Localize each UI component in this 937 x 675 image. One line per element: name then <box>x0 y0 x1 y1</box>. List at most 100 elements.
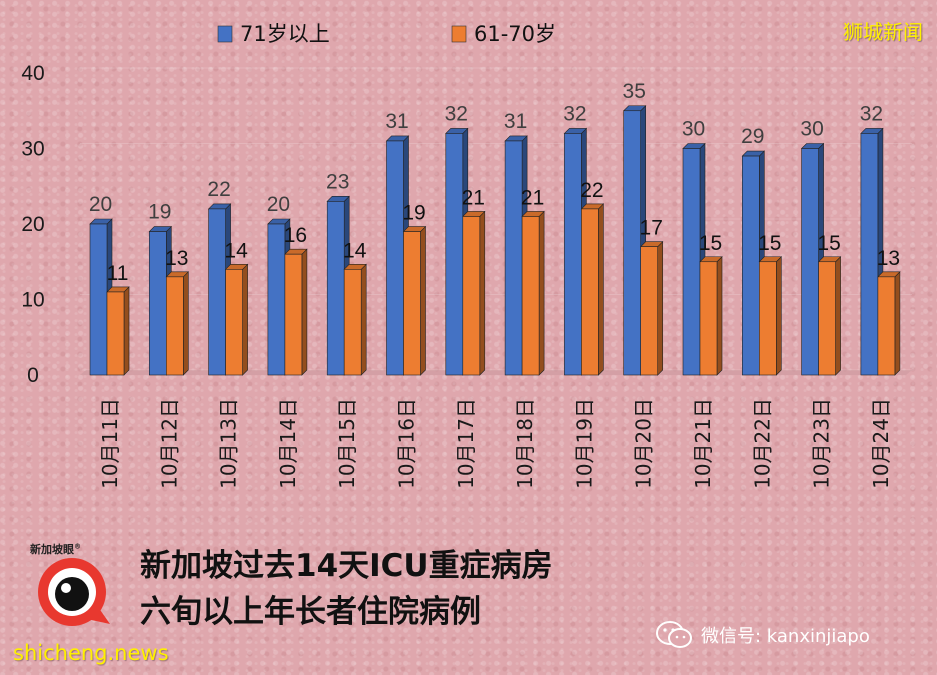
legend-label-series1: 71岁以上 <box>240 22 330 46</box>
bar-series2-side <box>538 210 545 376</box>
data-label-series1: 35 <box>623 80 646 103</box>
bar-series2 <box>640 246 659 376</box>
bar-series2-side <box>716 256 723 376</box>
data-label-series1: 23 <box>326 170 349 193</box>
logo-text: 新加坡眼® <box>30 542 81 556</box>
data-label-series2: 15 <box>699 232 722 255</box>
x-tick-label: 10月12日 <box>157 398 181 489</box>
data-label-series2: 15 <box>758 232 781 255</box>
bar-series2-side <box>479 210 486 376</box>
bar-series2 <box>106 291 125 376</box>
data-label-series2: 21 <box>462 186 485 209</box>
bar-series1 <box>326 201 345 376</box>
bar-series2 <box>403 231 421 376</box>
bar-series2 <box>166 276 184 376</box>
x-tick-label: 10月15日 <box>335 398 359 489</box>
data-label-series2: 15 <box>817 232 840 255</box>
bar-series2 <box>521 216 540 376</box>
bar-series1 <box>89 223 108 376</box>
bar-series2-side <box>183 271 189 376</box>
bar-series2-side <box>598 203 604 376</box>
bar-series2 <box>877 276 896 376</box>
data-label-series2: 16 <box>284 224 307 247</box>
bar-series1 <box>860 133 879 376</box>
x-tick-label: 10月21日 <box>691 398 715 489</box>
bar-series2 <box>225 268 243 376</box>
data-label-series1: 31 <box>504 110 527 133</box>
wechat-account: 微信号: kanxinjiapo <box>655 620 870 650</box>
data-label-series2: 19 <box>402 202 425 225</box>
bar-series2 <box>284 253 303 376</box>
data-label-series1: 29 <box>741 125 764 148</box>
x-tick-label: 10月13日 <box>217 398 241 489</box>
data-label-series1: 32 <box>563 102 586 125</box>
bar-series2-side <box>657 240 664 376</box>
bar-series2-side <box>360 263 367 376</box>
data-label-series1: 30 <box>682 118 705 141</box>
y-tick-label: 0 <box>27 364 39 387</box>
bar-series2-side <box>242 263 248 376</box>
bar-series1 <box>208 208 226 376</box>
bar-series1 <box>504 140 523 376</box>
data-label-series1: 22 <box>207 178 230 201</box>
headline: 新加坡过去14天ICU重症病房 六旬以上年长者住院病例 <box>140 543 553 635</box>
headline-line-2: 六旬以上年长者住院病例 <box>140 594 481 630</box>
wechat-icon <box>656 621 692 648</box>
x-tick-label: 10月18日 <box>513 398 537 489</box>
data-label-series2: 13 <box>877 247 900 270</box>
headline-line-1: 新加坡过去14天ICU重症病房 <box>140 548 553 584</box>
x-tick-label: 10月19日 <box>572 398 596 489</box>
chart-floor <box>80 370 912 375</box>
bar-series2 <box>758 261 777 376</box>
x-tick-label: 10月24日 <box>869 398 893 489</box>
brand-watermark: 狮城新闻 <box>843 20 923 44</box>
bar-series2-side <box>894 271 901 376</box>
bar-series1 <box>149 231 167 376</box>
data-label-series2: 14 <box>224 239 248 262</box>
legend-label-series2: 61-70岁 <box>474 22 556 46</box>
data-label-series1: 31 <box>385 110 408 133</box>
data-label-series2: 21 <box>521 186 544 209</box>
wechat-id: 微信号: kanxinjiapo <box>701 626 870 647</box>
data-label-series1: 20 <box>267 193 290 216</box>
data-label-series2: 13 <box>165 247 188 270</box>
bar-series2-side <box>123 286 130 376</box>
data-label-series2: 14 <box>343 239 367 262</box>
bar-series2-side <box>835 256 841 376</box>
bar-series1 <box>267 223 286 376</box>
data-label-series1: 30 <box>800 118 823 141</box>
x-tick-label: 10月22日 <box>750 398 774 489</box>
x-tick-label: 10月11日 <box>98 398 122 489</box>
bar-series2-side <box>420 225 426 376</box>
y-tick-label: 20 <box>21 213 44 236</box>
logo-icon <box>38 558 110 626</box>
data-label-series2: 11 <box>107 262 129 285</box>
bar-series1 <box>801 148 819 376</box>
x-tick-label: 10月14日 <box>276 398 300 489</box>
bar-series2 <box>818 261 836 376</box>
x-tick-label: 10月17日 <box>454 398 478 489</box>
site-url: shicheng.news <box>13 641 169 665</box>
bar-series1 <box>564 133 582 376</box>
data-label-series1: 32 <box>445 102 468 125</box>
legend-swatch-series2 <box>451 25 467 43</box>
bar-series1 <box>623 110 642 376</box>
bar-series1 <box>741 155 760 376</box>
y-tick-label: 40 <box>21 62 44 85</box>
bar-series2-side <box>775 256 782 376</box>
bar-series1 <box>682 148 701 376</box>
data-label-series1: 32 <box>860 102 883 125</box>
bar-series1 <box>386 140 404 376</box>
y-tick-label: 30 <box>21 138 44 161</box>
bar-series2 <box>699 261 718 376</box>
data-label-series2: 17 <box>640 217 663 240</box>
x-tick-label: 10月23日 <box>810 398 834 489</box>
data-label-series1: 20 <box>89 193 112 216</box>
legend-swatch-series1 <box>217 25 233 43</box>
bar-series2 <box>462 216 481 376</box>
x-tick-label: 10月16日 <box>395 398 419 489</box>
bar-chart: 0 10 20 30 40 20 11 10月11日 19 13 10月12日 22 14 10月13日 2… <box>21 22 912 489</box>
bar-series2 <box>343 268 362 376</box>
bar-series2 <box>581 208 599 376</box>
data-label-series2: 22 <box>580 179 603 202</box>
